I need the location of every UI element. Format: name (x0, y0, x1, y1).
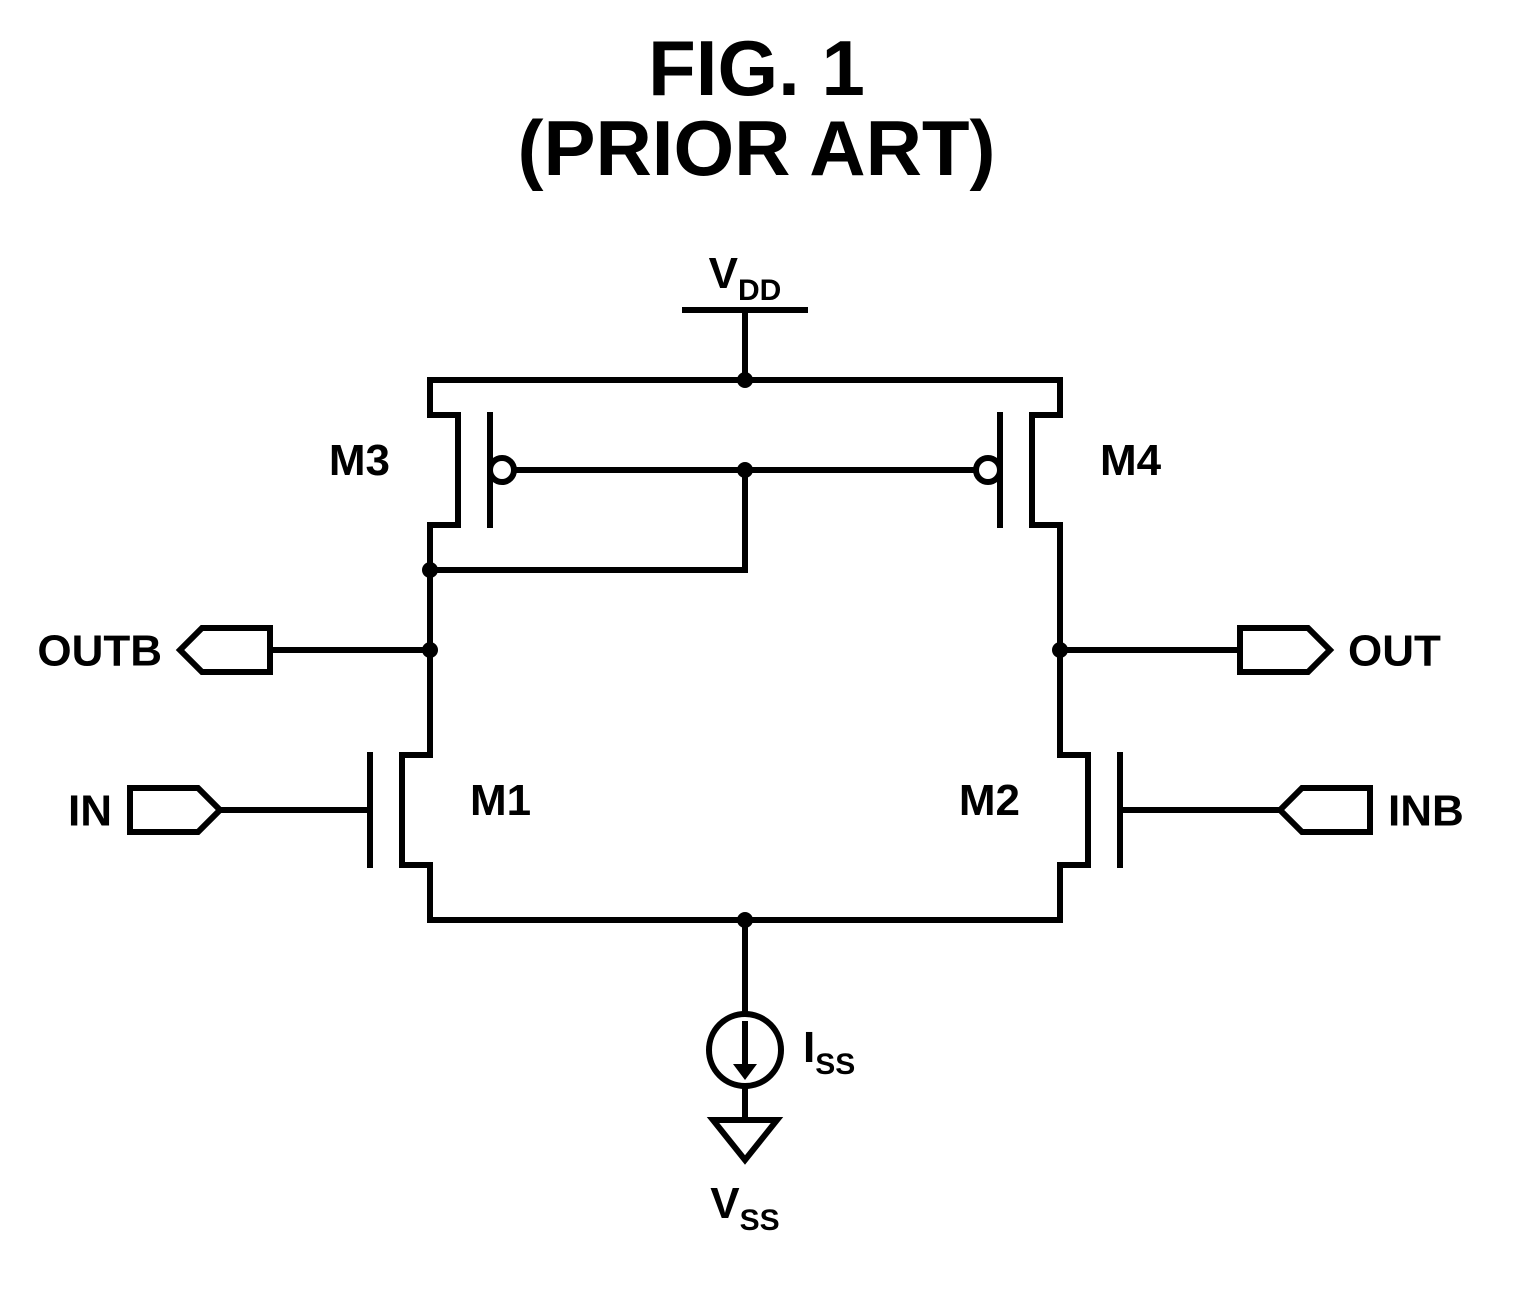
circuit-svg: FIG. 1(PRIOR ART) VDD M3 M4 OUTB OUT M1 M2 IN INB… (0, 0, 1513, 1284)
inb-port-label: INB (1388, 786, 1464, 835)
inb-port (1280, 788, 1370, 832)
figure-container: FIG. 1(PRIOR ART) VDD M3 M4 OUTB OUT M1 M2 IN INB… (0, 0, 1513, 1289)
in-port-label: IN (68, 786, 112, 835)
outb-port-label: OUTB (37, 626, 162, 675)
m3-label: M3 (329, 436, 390, 485)
figure-title-line2: (PRIOR ART) (517, 104, 995, 192)
in-port (130, 788, 220, 832)
outb-port (180, 628, 270, 672)
m4-label: M4 (1100, 436, 1162, 485)
vss-symbol (713, 1120, 777, 1160)
m2-label: M2 (959, 776, 1020, 825)
out-port (1240, 628, 1330, 672)
iss-label: ISS (803, 1023, 855, 1081)
figure-title-line1: FIG. 1 (648, 24, 865, 112)
m1-label: M1 (470, 776, 531, 825)
out-port-label: OUT (1348, 626, 1441, 675)
vdd-label: VDD (709, 249, 782, 307)
vss-label: VSS (710, 1179, 779, 1237)
